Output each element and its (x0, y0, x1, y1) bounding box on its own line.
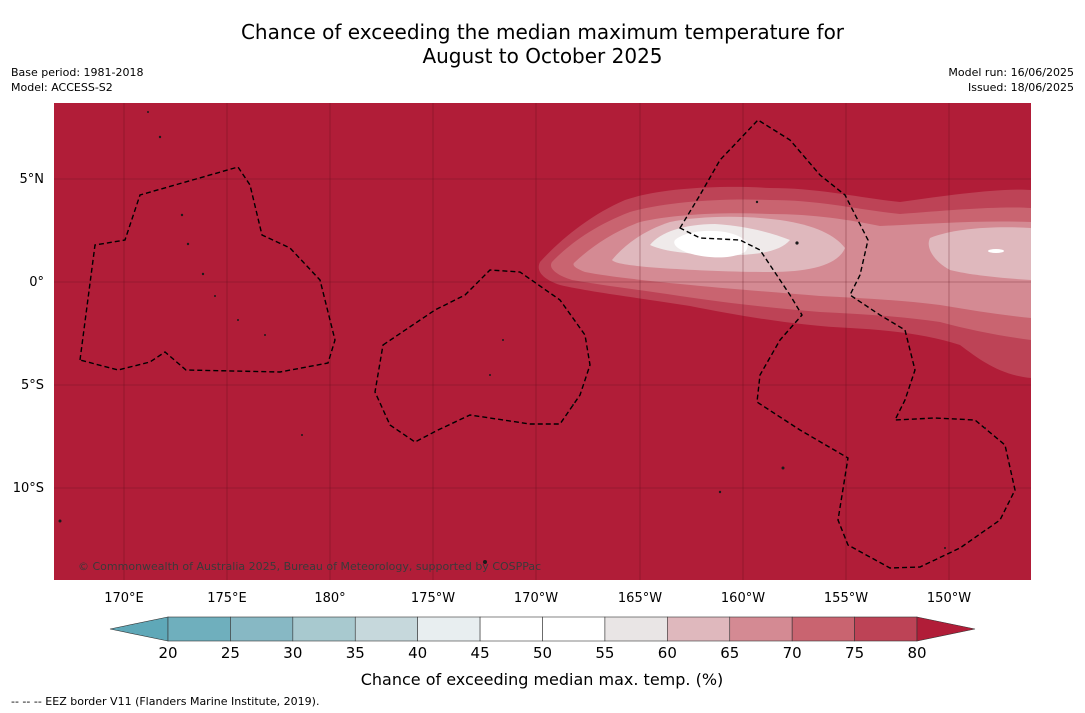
colorbar-tick-label: 40 (408, 644, 427, 662)
colorbar-cell (479, 616, 543, 642)
colorbar-tick-label: 20 (158, 644, 177, 662)
latitude-labels: 5°N 0° 5°S 10°S (13, 172, 44, 496)
colorbar-tick-label: 30 (283, 644, 302, 662)
colorbar-cell (292, 616, 356, 642)
colorbar-cell (417, 616, 481, 642)
graticule (54, 103, 1031, 580)
model-run: Model run: 16/06/2025 (948, 66, 1074, 79)
island-dot (718, 490, 722, 494)
map-title: Chance of exceeding the median maximum t… (0, 20, 1085, 68)
eez-legend-note: -- -- -- EEZ border V11 (Flanders Marine… (11, 695, 320, 708)
issued-date: Issued: 18/06/2025 (967, 81, 1074, 94)
island-dot (984, 427, 986, 429)
island-dot (201, 272, 205, 276)
island-dot (264, 334, 266, 336)
colorbar-arrow-high (916, 616, 976, 642)
lat-label-10s: 10°S (13, 481, 44, 496)
lon-label-160w: 160°W (721, 591, 765, 606)
lon-label-155w: 155°W (824, 591, 868, 606)
title-line-2: August to October 2025 (422, 44, 663, 68)
model-name: Model: ACCESS-S2 (11, 81, 113, 94)
island-dot (237, 319, 239, 321)
colorbar: 20 25 30 35 40 45 50 55 60 65 70 75 80 Chance of exc… (109, 616, 976, 689)
island-dot (483, 560, 487, 564)
colorbar-title: Chance of exceeding median max. temp. (%… (361, 670, 724, 689)
colorbar-ticks: 20 25 30 35 40 45 50 55 60 65 70 75 80 (158, 644, 926, 662)
colorbar-tick-label: 80 (907, 644, 926, 662)
island-dot (572, 404, 574, 406)
lat-label-0: 0° (29, 275, 44, 290)
lon-label-150w: 150°W (927, 591, 971, 606)
colorbar-cell (667, 616, 731, 642)
island-dot (186, 242, 190, 246)
colorbar-cell (354, 616, 418, 642)
colorbar-tick-label: 70 (783, 644, 802, 662)
island-dot (214, 295, 216, 297)
colorbar-cell (230, 616, 294, 642)
eez-borders (79, 119, 1016, 569)
longitude-labels: 170°E 175°E 180° 175°W 170°W 165°W 160°W… (104, 591, 971, 606)
contour-spot-2 (988, 249, 1004, 253)
title-line-1: Chance of exceeding the median maximum t… (240, 20, 845, 44)
map-background (54, 103, 1031, 580)
eez-border-kiribati-line (679, 119, 1016, 569)
colorbar-tick-label: 45 (471, 644, 490, 662)
island-dot (502, 339, 504, 341)
contour-spot (888, 261, 908, 269)
lon-label-170e: 170°E (104, 591, 144, 606)
island-dot (489, 374, 491, 376)
island-dot (795, 241, 799, 245)
island-dot (158, 135, 162, 139)
island-dot (944, 547, 946, 549)
lon-label-175w: 175°W (411, 591, 455, 606)
colorbar-cell (167, 616, 231, 642)
colorbar-tick-label: 75 (845, 644, 864, 662)
colorbar-cells (167, 616, 918, 642)
map-panel: © Commonwealth of Australia 2025, Bureau… (54, 103, 1031, 580)
lon-label-165w: 165°W (618, 591, 662, 606)
colorbar-tick-label: 50 (533, 644, 552, 662)
lon-label-170w: 170°W (514, 591, 558, 606)
probability-contours (538, 186, 1031, 378)
colorbar-cell (604, 616, 668, 642)
lon-label-175e: 175°E (207, 591, 247, 606)
colorbar-tick-label: 35 (346, 644, 365, 662)
eez-border-kiribati-gilbert (79, 166, 336, 373)
colorbar-tick-label: 55 (595, 644, 614, 662)
colorbar-cell (791, 616, 855, 642)
island-dots (58, 111, 986, 564)
meta-right: Model run: 16/06/2025 Issued: 18/06/2025 (948, 65, 1074, 95)
contour-60b (928, 227, 1031, 280)
colorbar-cell (854, 616, 918, 642)
colorbar-cell (729, 616, 793, 642)
island-dot (781, 466, 785, 470)
lat-label-5s: 5°S (21, 378, 44, 393)
base-period: Base period: 1981-2018 (11, 66, 144, 79)
colorbar-tick-label: 25 (221, 644, 240, 662)
island-dot (58, 519, 62, 523)
colorbar-tick-label: 60 (658, 644, 677, 662)
island-dot (180, 213, 184, 217)
contour-50 (674, 230, 748, 258)
lat-label-5n: 5°N (20, 172, 45, 187)
colorbar-arrow-low (109, 616, 169, 642)
colorbar-cell (542, 616, 606, 642)
lon-label-180: 180° (314, 591, 345, 606)
island-dot (147, 111, 149, 113)
island-dot (301, 434, 303, 436)
island-dot (755, 200, 759, 204)
eez-border-kiribati-phoenix (374, 269, 591, 443)
copyright-notice: © Commonwealth of Australia 2025, Bureau… (78, 560, 541, 573)
meta-left: Base period: 1981-2018 Model: ACCESS-S2 (11, 65, 143, 95)
colorbar-tick-label: 65 (720, 644, 739, 662)
